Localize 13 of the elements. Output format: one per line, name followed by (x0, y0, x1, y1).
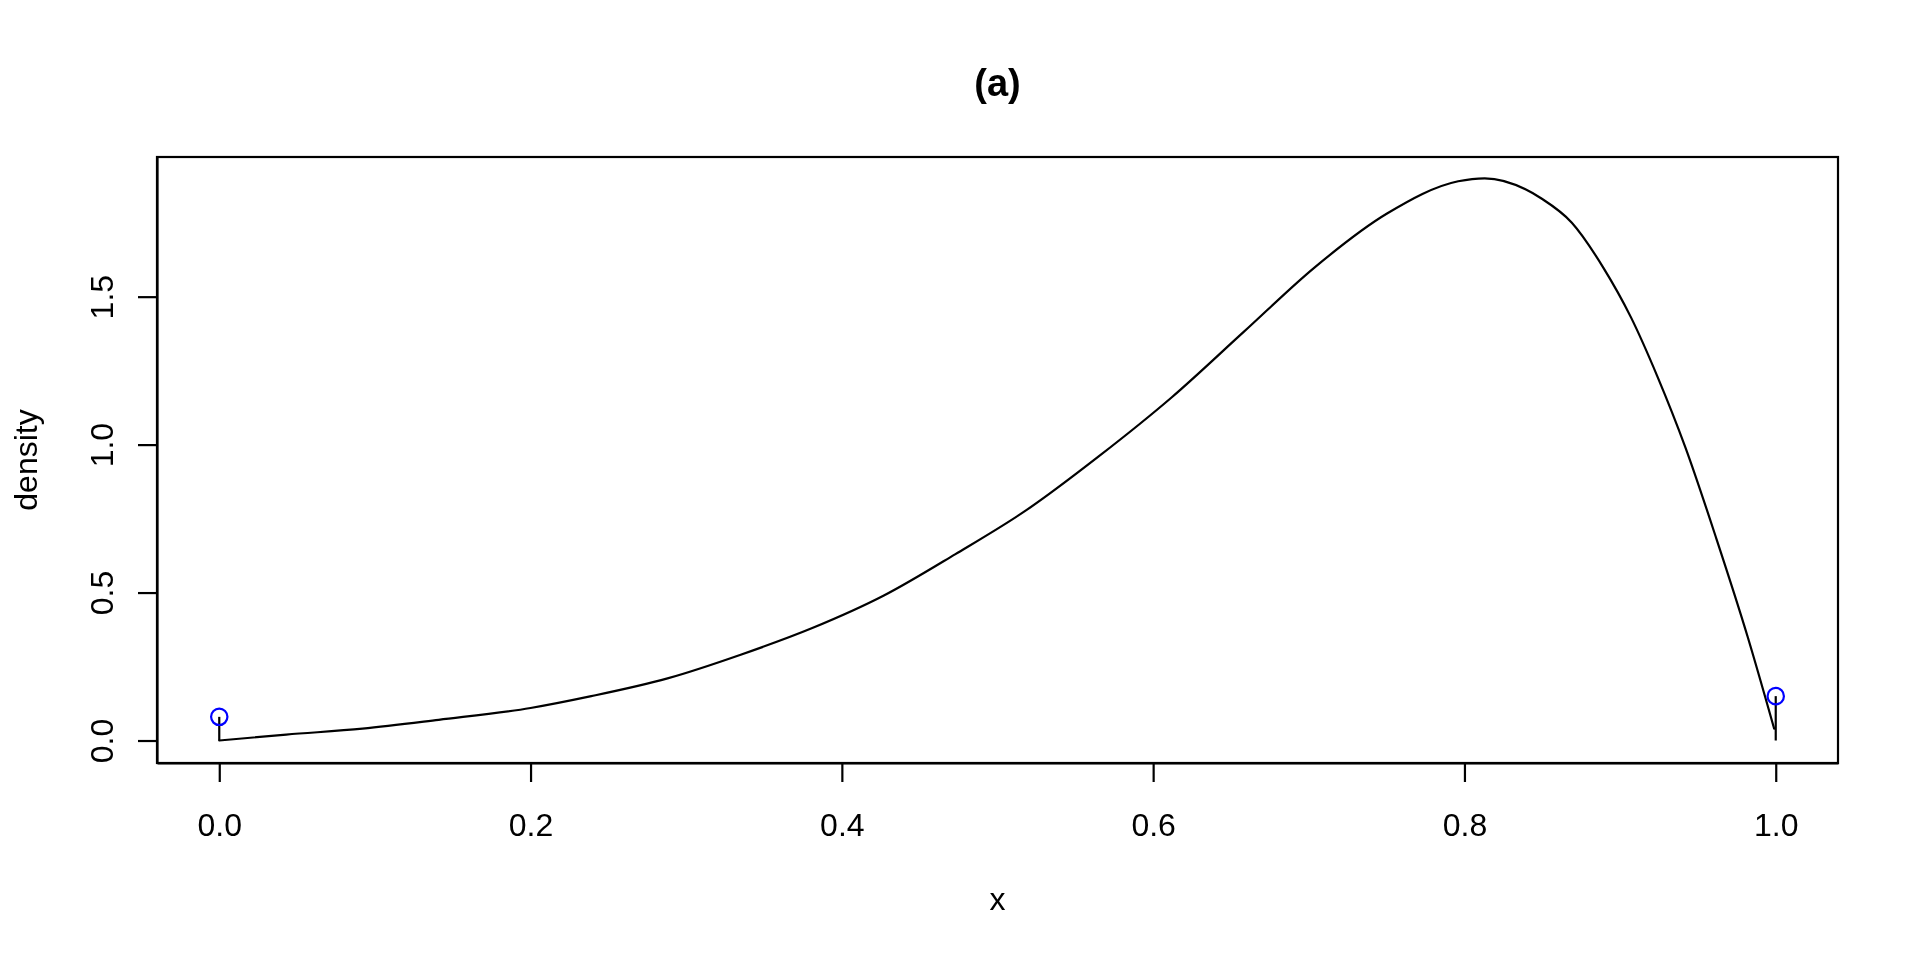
y-tick-label: 1.5 (84, 274, 120, 320)
x-tick-label: 0.2 (508, 806, 554, 843)
y-tick-label: 0.0 (84, 718, 120, 764)
y-tick-label: 0.5 (84, 570, 120, 616)
x-tick-label: 1.0 (1754, 806, 1799, 843)
x-tick-label: 0.8 (1442, 806, 1488, 843)
x-tick-label: 0.0 (197, 806, 242, 843)
y-tick-label: 1.0 (84, 422, 120, 468)
y-axis-title: density (8, 409, 44, 511)
chart-title: (a) (974, 62, 1021, 104)
x-tick-label: 0.4 (820, 806, 865, 843)
x-tick-label: 0.6 (1131, 806, 1176, 843)
x-axis-title: x (989, 881, 1006, 917)
